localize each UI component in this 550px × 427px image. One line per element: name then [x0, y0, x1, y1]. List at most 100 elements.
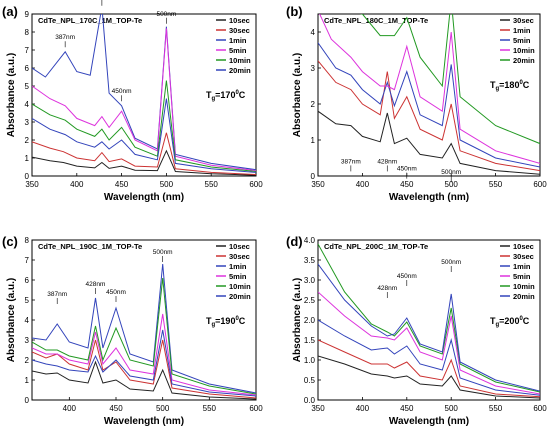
x-tick-label: 450: [400, 180, 414, 189]
x-tick-label: 600: [533, 180, 547, 189]
series-line-5min: [318, 291, 540, 395]
x-tick-label: 550: [489, 404, 503, 413]
series-line-10min: [32, 80, 256, 172]
legend-label: 10min: [229, 282, 251, 291]
x-tick-label: 600: [533, 404, 547, 413]
legend-label: 1min: [229, 36, 247, 45]
x-tick-label: 350: [311, 180, 325, 189]
y-axis-label: Absorbance (a.u.): [6, 53, 17, 137]
temperature-note: Tg=1700C: [206, 90, 246, 102]
y-tick-label: 0: [25, 172, 30, 181]
legend-label: 20min: [513, 56, 535, 65]
y-tick-label: 1: [25, 154, 30, 163]
series-line-10min: [32, 277, 256, 395]
series-group: [318, 14, 540, 175]
legend-label: 30sec: [229, 252, 250, 261]
x-axis-label: Wavelength (nm): [389, 416, 469, 427]
x-tick-label: 550: [489, 180, 503, 189]
series-line-10min: [318, 243, 540, 393]
y-tick-label: 1: [25, 376, 30, 385]
panel-d: (d) 350 400 450 500 550 600 0.0 0.5 1.0 1.5 2.0 2.5 3…: [286, 234, 547, 427]
y-tick-label: 4: [311, 28, 316, 37]
y-tick-label: 5: [25, 296, 30, 305]
x-tick-label: 450: [115, 180, 129, 189]
x-axis-label: Wavelength (nm): [104, 192, 184, 203]
peak-annotation: 428nm: [86, 281, 106, 288]
y-axis-label: Absorbance (a.u.): [292, 278, 303, 362]
x-axis-label: Wavelength (nm): [389, 192, 469, 203]
x-tick-label: 350: [25, 180, 39, 189]
legend-label: 10min: [229, 56, 251, 65]
series-group: [318, 243, 540, 399]
series-line-10min: [319, 14, 540, 164]
y-tick-label: 1.5: [304, 336, 316, 345]
panel-label: (c): [2, 234, 18, 249]
y-axis-label: Absorbance (a.u.): [6, 278, 17, 362]
peak-annotation: 450nm: [397, 166, 417, 173]
series-group: [32, 263, 256, 400]
series-line-1min: [318, 319, 540, 396]
legend-label: 5min: [229, 46, 247, 55]
series-line-30sec: [318, 339, 540, 398]
y-tick-label: 6: [25, 276, 30, 285]
peak-annotation: 450nm: [112, 88, 132, 95]
temperature-note: Tg=1800C: [490, 80, 530, 92]
y-tick-label: 4: [25, 100, 30, 109]
plot-frame: [317, 13, 541, 177]
legend-label: 1min: [513, 262, 531, 271]
x-tick-label: 450: [400, 404, 414, 413]
y-tick-label: 4.0: [304, 236, 316, 245]
x-tick-label: 500: [445, 180, 459, 189]
legend-label: 20min: [229, 66, 251, 75]
y-tick-label: 3: [25, 118, 30, 127]
y-tick-label: 0: [25, 396, 30, 405]
y-tick-label: 1: [311, 136, 316, 145]
panel-label: (a): [2, 4, 18, 19]
series-line-20min: [32, 329, 256, 397]
legend-label: 30sec: [229, 26, 250, 35]
x-tick-label: 550: [203, 404, 217, 413]
y-tick-label: 2.5: [304, 296, 316, 305]
plot-frame: [31, 13, 257, 177]
series-line-10sec: [32, 360, 256, 400]
legend-label: 5min: [229, 272, 247, 281]
peak-annotation: 428nm: [377, 158, 397, 165]
legend-label: 10sec: [513, 242, 534, 251]
series-line-20min: [318, 263, 540, 392]
x-tick-label: 400: [356, 180, 370, 189]
series-line-5min: [32, 28, 256, 172]
series-line-10sec: [32, 149, 256, 176]
series-group: [32, 14, 256, 176]
legend-label: 20min: [513, 292, 535, 301]
peak-annotation: 387nm: [341, 158, 361, 165]
y-tick-label: 2: [25, 356, 30, 365]
legend-label: 1min: [229, 262, 247, 271]
x-tick-label: 350: [311, 404, 325, 413]
y-tick-label: 8: [25, 28, 30, 37]
y-tick-label: 3: [25, 336, 30, 345]
series-line-30sec: [318, 110, 540, 175]
y-tick-label: 2: [311, 100, 316, 109]
x-tick-label: 600: [249, 404, 263, 413]
peak-annotation: 428nm: [377, 285, 397, 292]
y-tick-label: 2.0: [304, 316, 316, 325]
legend-label: 20min: [229, 292, 251, 301]
series-line-5min: [32, 313, 256, 396]
peak-annotation: 500nm: [153, 249, 173, 256]
series-line-20min: [32, 98, 256, 173]
peak-annotation: 500nm: [156, 11, 176, 18]
peak-annotation: 500nm: [441, 259, 461, 266]
chart-title: CdTe_NPL_190C_1M_TOP-Te: [38, 242, 142, 251]
peak-annotation: 387nm: [55, 34, 75, 41]
x-tick-label: 500: [445, 404, 459, 413]
x-tick-label: 500: [156, 404, 170, 413]
temperature-note: Tg=1900C: [206, 316, 246, 328]
chart-title: CdTe_NPL_180C_1M_TOP-Te: [324, 16, 428, 25]
y-tick-label: 2: [25, 136, 30, 145]
legend-label: 30sec: [513, 16, 534, 25]
temperature-note: Tg=2000C: [490, 316, 530, 328]
series-line-1min: [32, 263, 256, 394]
y-tick-label: 3.0: [304, 276, 316, 285]
legend-label: 30sec: [513, 252, 534, 261]
